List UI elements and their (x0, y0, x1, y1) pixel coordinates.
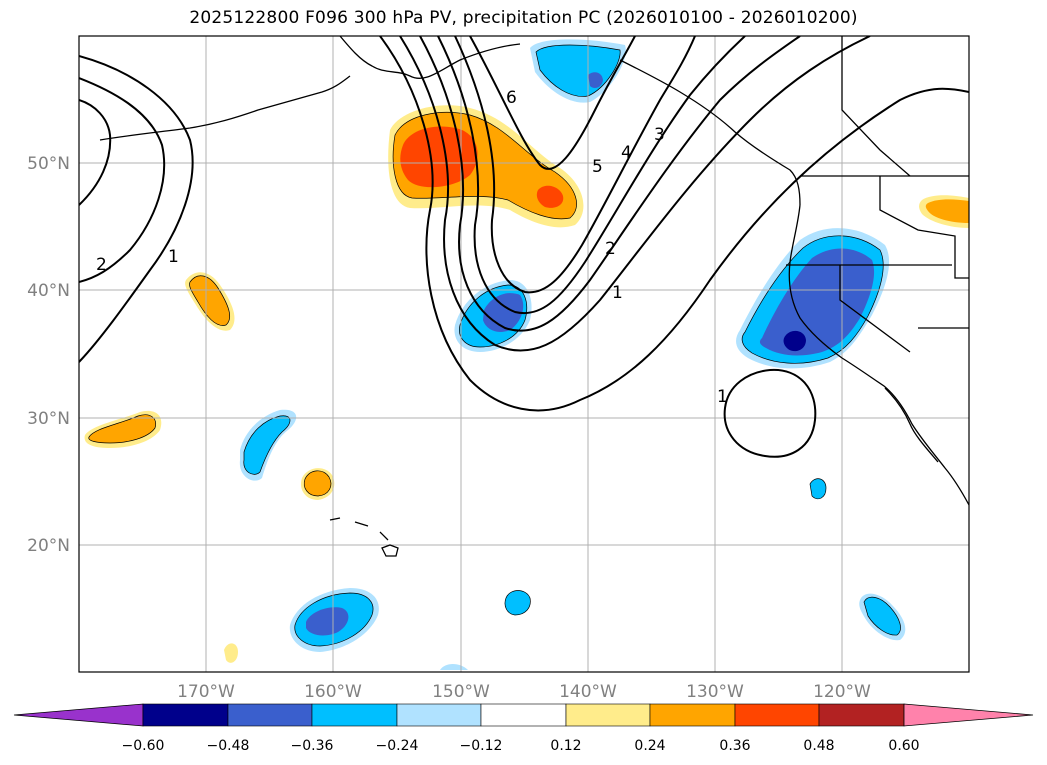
positive-anomaly-idaho-mid (925, 199, 969, 223)
lon-label: 120°W (813, 682, 871, 702)
contour-label: 3 (654, 125, 665, 145)
contour-label: 1 (612, 283, 623, 303)
shading-outlines (88, 44, 901, 647)
colorbar-segment (227, 703, 313, 727)
colorbar-tick-label: −0.60 (122, 738, 165, 754)
colorbar-segment (649, 703, 736, 727)
colorbar-segment (565, 703, 651, 727)
negative-anomaly-west-coast-strong (759, 248, 875, 356)
state-border-nv (839, 265, 911, 353)
contour-label: 5 (592, 157, 603, 177)
positive-anomaly-small-4 (224, 643, 238, 663)
lat-label: 20°N (27, 536, 70, 556)
negative-anomaly-west-coast-max (783, 330, 806, 352)
colorbar-tick-label: −0.24 (376, 738, 419, 754)
negative-anomaly-small-3 (810, 478, 826, 499)
pv-contour-1-west (79, 55, 194, 363)
latitude-labels: 50°N 40°N 30°N 20°N (27, 154, 70, 556)
colorbar-tick-label: −0.12 (460, 738, 503, 754)
colorbar-segment (734, 703, 820, 727)
colorbar-tick-label: 0.12 (550, 738, 581, 754)
lon-label: 150°W (432, 682, 490, 702)
lat-label: 30°N (27, 409, 70, 429)
negative-anomaly-hawaii-south-strong (306, 607, 349, 636)
state-border-id-mt (879, 176, 969, 279)
positive-anomaly-west-3-mid (304, 470, 331, 496)
negative-anomaly-small-1 (505, 590, 531, 615)
lat-label: 40°N (27, 281, 70, 301)
negative-anomaly-trough-strong (483, 293, 524, 332)
negative-anomaly-small-2-mid (864, 597, 901, 636)
contour-label: 6 (506, 88, 517, 108)
coastlines (99, 36, 969, 557)
bc-coast (619, 59, 801, 206)
pv-contour-1-main (379, 36, 969, 412)
colorbar: −0.60 −0.48 −0.36 −0.24 −0.12 0.12 0.24 … (13, 703, 1034, 754)
yukon-border (841, 36, 911, 177)
colorbar-segment (142, 703, 229, 727)
baja-peninsula (884, 387, 939, 463)
pv-contour-1-closed (723, 368, 817, 458)
colorbar-tick-label: −0.48 (207, 738, 250, 754)
precipitation-shading (84, 39, 969, 670)
pv-contour-5-main (454, 36, 696, 294)
colorbar-segment (818, 703, 905, 727)
alaska-coast (339, 36, 521, 79)
contour-label: 1 (168, 247, 179, 267)
colorbar-left-extend (13, 703, 144, 727)
colorbar-tick-label: 0.24 (634, 738, 665, 754)
lon-label: 170°W (177, 682, 235, 702)
pv-contour-labels: 2 1 1 2 3 4 5 6 1 (96, 88, 728, 407)
positive-anomaly-gulf-alaska-strong-2 (536, 185, 564, 208)
lon-label: 160°W (304, 682, 362, 702)
colorbar-segment (480, 703, 567, 727)
negative-anomaly-north-bc-strong (588, 72, 603, 88)
lat-label: 50°N (27, 154, 70, 174)
pv-contour-6-main (469, 36, 636, 170)
colorbar-segment (311, 703, 398, 727)
contour-label: 1 (717, 387, 728, 407)
longitude-labels: 170°W 160°W 150°W 140°W 130°W 120°W (177, 682, 871, 702)
pv-contour-2-west (79, 77, 166, 283)
positive-anomaly-west-1-mid (189, 275, 230, 326)
contour-label: 2 (96, 255, 107, 275)
colorbar-tick-label: 0.48 (803, 738, 834, 754)
lon-label: 140°W (559, 682, 617, 702)
pv-contour-2-main (399, 36, 871, 352)
contour-label: 4 (621, 143, 632, 163)
colorbar-tick-label: −0.36 (291, 738, 334, 754)
colorbar-right-extend (903, 703, 1034, 727)
contour-label: 2 (605, 239, 616, 259)
negative-anomaly-hawaii-north-mid (243, 415, 290, 475)
pv-contour-4-main (437, 36, 746, 315)
pv-contour-3-main (419, 36, 801, 332)
chart-title: 2025122800 F096 300 hPa PV, precipitatio… (189, 8, 858, 28)
pv-contour-2-inner (79, 99, 112, 206)
colorbar-tick-label: 0.36 (719, 738, 750, 754)
positive-anomaly-west-2-mid (88, 414, 156, 443)
colorbar-tick-label: 0.60 (888, 738, 919, 754)
us-west-coast (788, 204, 969, 506)
map-frame (78, 35, 970, 673)
hawaii-islands (329, 517, 399, 557)
lon-label: 130°W (686, 682, 744, 702)
pv-contours (79, 36, 969, 458)
colorbar-segment (396, 703, 482, 727)
